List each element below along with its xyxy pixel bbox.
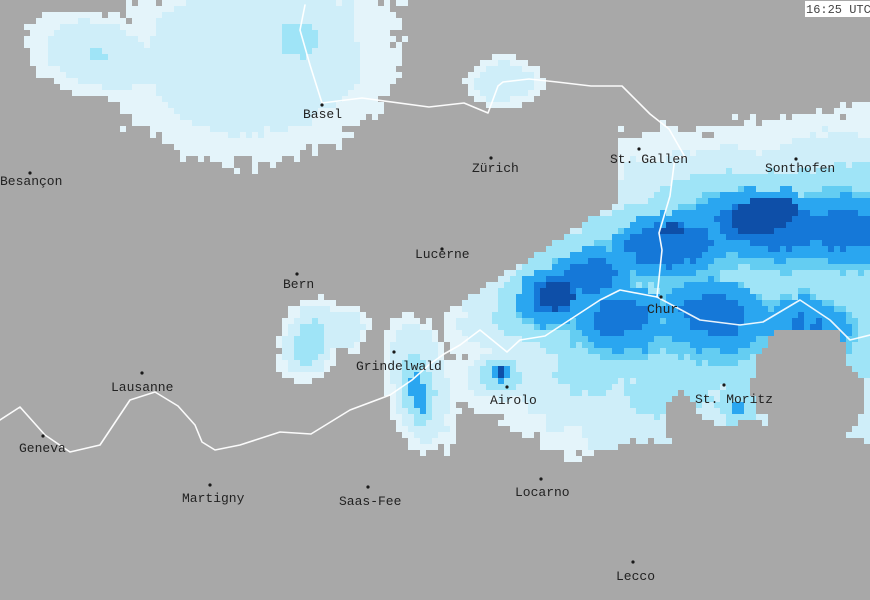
svg-text:Besançon: Besançon [0, 174, 62, 189]
svg-text:Grindelwald: Grindelwald [356, 359, 442, 374]
svg-text:Saas-Fee: Saas-Fee [339, 494, 401, 509]
svg-text:Zürich: Zürich [472, 161, 519, 176]
svg-text:Martigny: Martigny [182, 491, 245, 506]
svg-text:Lecco: Lecco [616, 569, 655, 584]
svg-text:St. Moritz: St. Moritz [695, 392, 773, 407]
svg-text:Sonthofen: Sonthofen [765, 161, 835, 176]
svg-text:Lausanne: Lausanne [111, 380, 173, 395]
svg-text:Geneva: Geneva [19, 441, 66, 456]
svg-text:Lucerne: Lucerne [415, 247, 470, 262]
svg-text:Chur: Chur [647, 302, 678, 317]
svg-text:Basel: Basel [303, 107, 342, 122]
svg-text:St. Gallen: St. Gallen [610, 152, 688, 167]
svg-text:Locarno: Locarno [515, 485, 570, 500]
svg-text:Airolo: Airolo [490, 393, 537, 408]
svg-text:Bern: Bern [283, 277, 314, 292]
